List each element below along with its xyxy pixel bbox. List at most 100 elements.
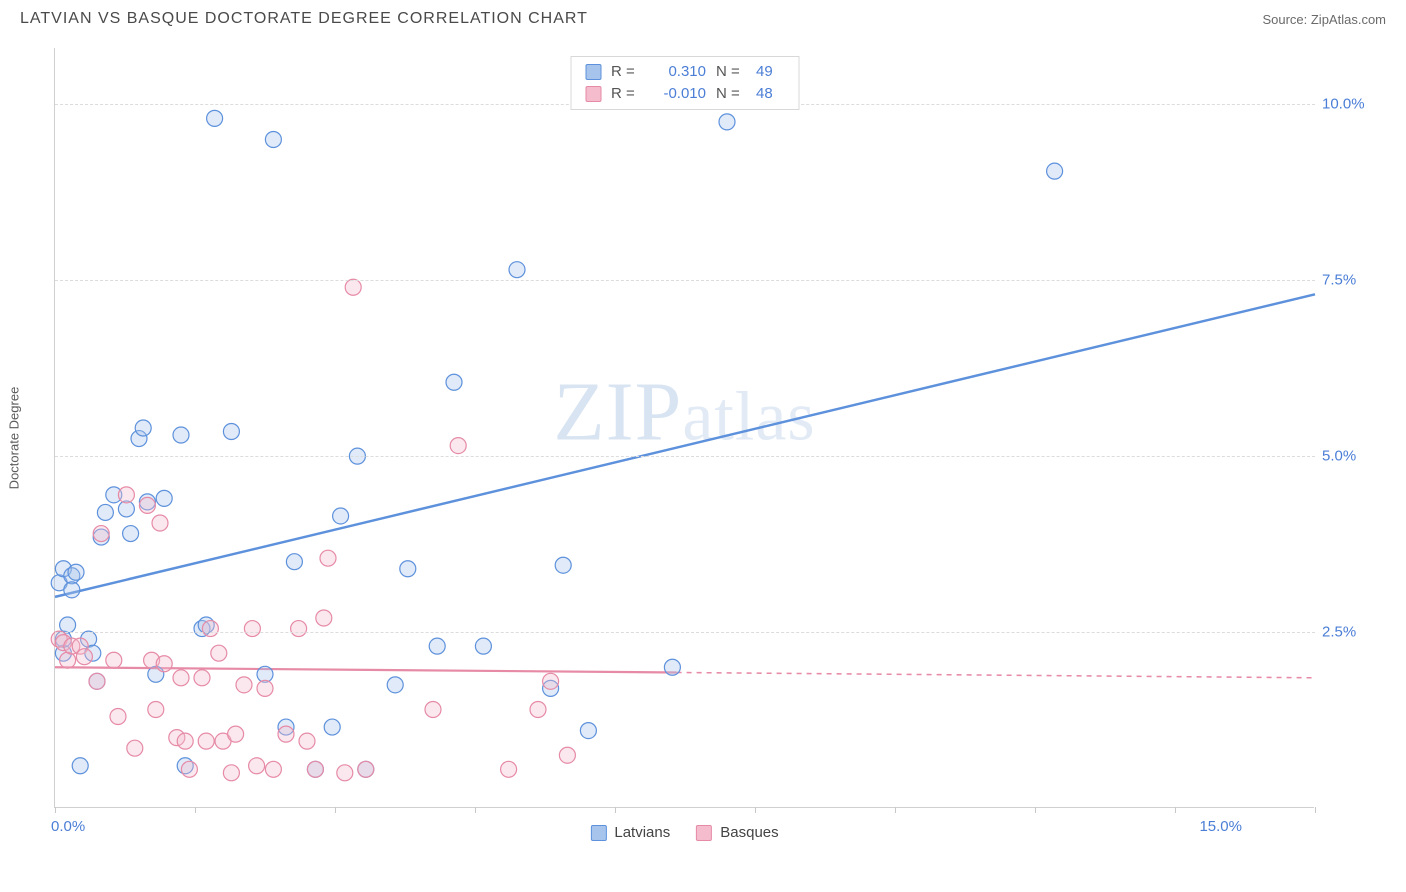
legend-n-label: N = <box>716 61 746 83</box>
legend-row-latvians: R = 0.310 N = 49 <box>585 61 784 83</box>
data-point <box>148 701 164 717</box>
data-point <box>320 550 336 566</box>
data-point <box>60 617 76 633</box>
legend-r-label: R = <box>611 83 641 105</box>
data-point <box>358 761 374 777</box>
x-tick-mark <box>195 807 196 813</box>
data-point <box>152 515 168 531</box>
data-point <box>559 747 575 763</box>
data-point <box>429 638 445 654</box>
data-point <box>509 262 525 278</box>
data-point <box>1047 163 1063 179</box>
data-point <box>123 526 139 542</box>
data-point <box>106 652 122 668</box>
data-point <box>244 621 260 637</box>
data-point <box>316 610 332 626</box>
data-point <box>286 554 302 570</box>
legend-n-label: N = <box>716 83 746 105</box>
data-point <box>228 726 244 742</box>
x-tick-mark <box>1315 807 1316 813</box>
data-point <box>265 761 281 777</box>
data-point <box>425 701 441 717</box>
data-point <box>181 761 197 777</box>
swatch-latvians-icon <box>590 825 606 841</box>
data-point <box>257 680 273 696</box>
data-point <box>664 659 680 675</box>
x-tick-right: 15.0% <box>1199 818 1242 835</box>
x-tick-mark <box>1175 807 1176 813</box>
x-tick-left: 0.0% <box>51 818 85 835</box>
x-tick-mark <box>335 807 336 813</box>
data-point <box>299 733 315 749</box>
data-point <box>387 677 403 693</box>
points-svg <box>55 48 1315 808</box>
data-point <box>97 504 113 520</box>
data-point <box>76 649 92 665</box>
source-label: Source: ZipAtlas.com <box>1262 12 1386 27</box>
data-point <box>501 761 517 777</box>
data-point <box>475 638 491 654</box>
data-point <box>127 740 143 756</box>
legend-n-val-0: 49 <box>756 61 784 83</box>
data-point <box>156 656 172 672</box>
data-point <box>198 733 214 749</box>
legend-n-val-1: 48 <box>756 83 784 105</box>
x-tick-mark <box>615 807 616 813</box>
data-point <box>580 723 596 739</box>
legend-item-latvians: Latvians <box>590 824 670 841</box>
chart-container: Doctorate Degree ZIPatlas 0.0% 15.0% R =… <box>54 48 1384 828</box>
data-point <box>400 561 416 577</box>
data-point <box>719 114 735 130</box>
data-point <box>173 670 189 686</box>
data-point <box>72 758 88 774</box>
data-point <box>530 701 546 717</box>
legend-series: Latvians Basques <box>590 824 778 841</box>
data-point <box>110 709 126 725</box>
x-tick-mark <box>475 807 476 813</box>
data-point <box>555 557 571 573</box>
data-point <box>207 110 223 126</box>
data-point <box>333 508 349 524</box>
y-tick-label: 5.0% <box>1322 448 1356 465</box>
x-tick-mark <box>755 807 756 813</box>
gridline <box>55 632 1315 633</box>
x-tick-mark <box>1035 807 1036 813</box>
data-point <box>118 487 134 503</box>
data-point <box>139 497 155 513</box>
data-point <box>89 673 105 689</box>
data-point <box>291 621 307 637</box>
data-point <box>93 526 109 542</box>
legend-swatch-latvians <box>585 64 601 80</box>
chart-title: LATVIAN VS BASQUE DOCTORATE DEGREE CORRE… <box>20 10 588 28</box>
data-point <box>543 673 559 689</box>
legend-label-0: Latvians <box>614 824 670 841</box>
data-point <box>236 677 252 693</box>
data-point <box>173 427 189 443</box>
data-point <box>450 438 466 454</box>
legend-r-val-0: 0.310 <box>651 61 706 83</box>
y-tick-label: 7.5% <box>1322 272 1356 289</box>
data-point <box>223 424 239 440</box>
data-point <box>135 420 151 436</box>
data-point <box>249 758 265 774</box>
y-axis-label: Doctorate Degree <box>7 387 22 490</box>
legend-label-1: Basques <box>720 824 778 841</box>
x-tick-mark <box>895 807 896 813</box>
plot-area: ZIPatlas 0.0% 15.0% R = 0.310 N = 49 R =… <box>54 48 1314 808</box>
data-point <box>177 733 193 749</box>
data-point <box>156 490 172 506</box>
gridline <box>55 456 1315 457</box>
data-point <box>211 645 227 661</box>
data-point <box>265 131 281 147</box>
data-point <box>337 765 353 781</box>
legend-r-val-1: -0.010 <box>651 83 706 105</box>
data-point <box>324 719 340 735</box>
data-point <box>68 564 84 580</box>
gridline <box>55 280 1315 281</box>
data-point <box>307 761 323 777</box>
legend-swatch-basques <box>585 86 601 102</box>
data-point <box>278 726 294 742</box>
legend-r-label: R = <box>611 61 641 83</box>
legend-row-basques: R = -0.010 N = 48 <box>585 83 784 105</box>
data-point <box>64 582 80 598</box>
